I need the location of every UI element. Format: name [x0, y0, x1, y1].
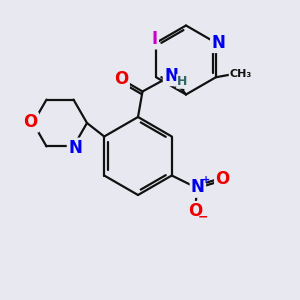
- Text: N: N: [68, 139, 82, 157]
- Text: O: O: [188, 202, 202, 220]
- Text: H: H: [177, 75, 188, 88]
- Text: CH₃: CH₃: [230, 69, 252, 79]
- Text: O: O: [215, 170, 230, 188]
- Text: +: +: [202, 175, 210, 185]
- Text: N: N: [164, 67, 178, 85]
- Text: I: I: [152, 30, 158, 48]
- Text: N: N: [191, 178, 205, 196]
- Text: O: O: [114, 70, 129, 88]
- Text: N: N: [211, 34, 225, 52]
- Text: −: −: [198, 211, 208, 224]
- Text: O: O: [23, 113, 38, 131]
